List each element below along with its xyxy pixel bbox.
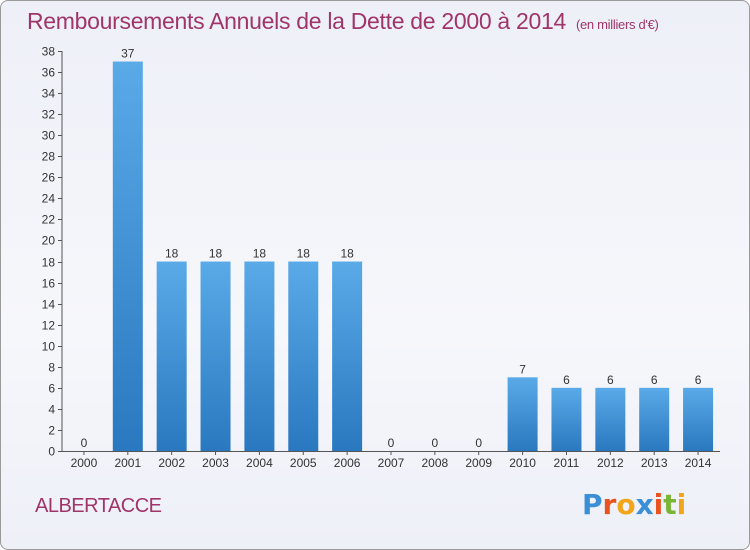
logo-letter: P	[582, 488, 603, 521]
x-tick-label: 2009	[465, 456, 492, 470]
y-tick-label: 32	[42, 108, 56, 122]
data-label: 0	[81, 436, 88, 450]
x-tick-label: 2008	[422, 456, 449, 470]
y-tick-label: 6	[48, 382, 55, 396]
chart-title: Remboursements Annuels de la Dette de 20…	[27, 8, 659, 35]
data-label: 6	[563, 373, 570, 387]
chart-unit: (en milliers d'€)	[575, 17, 659, 32]
x-tick-label: 2011	[554, 456, 580, 470]
y-tick-label: 34	[42, 87, 56, 101]
logo-letter: x	[635, 488, 654, 521]
data-label: 18	[253, 247, 267, 261]
bar	[156, 261, 187, 451]
y-tick-label: 2	[48, 424, 55, 438]
labels: 2000 0 2001 37 2002 18 2003 18 2004 18 2005 18 2006 1…	[71, 47, 712, 470]
bar	[244, 261, 275, 451]
bar	[332, 261, 363, 451]
bar	[200, 261, 231, 451]
commune-name: ALBERTACCE	[35, 495, 162, 517]
data-label: 0	[432, 436, 439, 450]
y-tick-label: 22	[42, 213, 56, 227]
data-label: 18	[209, 247, 223, 261]
bar	[683, 387, 714, 451]
bar	[551, 387, 582, 451]
bar	[112, 61, 143, 452]
y-tick-label: 36	[42, 66, 56, 80]
data-label: 37	[121, 47, 135, 61]
chart-title-text: Remboursements Annuels de la Dette de 20…	[27, 8, 566, 34]
x-tick-label: 2003	[202, 456, 229, 470]
logo-letter: r	[602, 488, 617, 521]
data-label: 6	[651, 373, 658, 387]
data-label: 6	[607, 373, 614, 387]
data-label: 18	[297, 247, 311, 261]
proxiti-logo: Proxiti	[582, 488, 686, 521]
x-tick-label: 2004	[246, 456, 273, 470]
y-tick-label: 20	[42, 234, 56, 248]
y-tick-label: 24	[42, 192, 56, 206]
y-tick-label: 4	[48, 403, 55, 417]
y-tick-label: 26	[42, 171, 56, 185]
bar	[639, 387, 670, 451]
y-tick-label: 28	[42, 150, 56, 164]
bar	[595, 387, 626, 451]
data-label: 18	[165, 247, 179, 261]
x-tick-label: 2014	[685, 456, 712, 470]
logo-letter: i	[676, 488, 687, 521]
y-tick-label: 38	[42, 45, 56, 59]
y-tick-label: 18	[42, 256, 56, 270]
x-tick-label: 2010	[509, 456, 536, 470]
y-tick-label: 0	[48, 445, 55, 459]
x-tick-label: 2013	[641, 456, 668, 470]
y-tick-label: 30	[42, 129, 56, 143]
x-tick-label: 2000	[71, 456, 98, 470]
x-tick-label: 2002	[158, 456, 185, 470]
data-label: 0	[475, 436, 482, 450]
y-tick-label: 14	[42, 298, 56, 312]
bar	[288, 261, 319, 451]
data-label: 6	[695, 373, 702, 387]
y-tick-label: 10	[42, 340, 56, 354]
data-label: 7	[519, 362, 526, 376]
x-tick-label: 2005	[290, 456, 317, 470]
logo-letter: o	[616, 488, 636, 521]
x-tick-label: 2007	[378, 456, 405, 470]
x-tick-label: 2012	[597, 456, 624, 470]
y-tick-label: 8	[48, 361, 55, 375]
y-tick-label: 16	[42, 277, 56, 291]
x-tick-label: 2001	[114, 456, 141, 470]
bars	[112, 61, 714, 452]
y-tick-label: 12	[42, 319, 56, 333]
data-label: 0	[388, 436, 395, 450]
logo-letter: i	[653, 488, 664, 521]
logo-letter: t	[663, 488, 677, 521]
data-label: 18	[340, 247, 354, 261]
x-tick-label: 2006	[334, 456, 361, 470]
bar	[507, 377, 538, 451]
